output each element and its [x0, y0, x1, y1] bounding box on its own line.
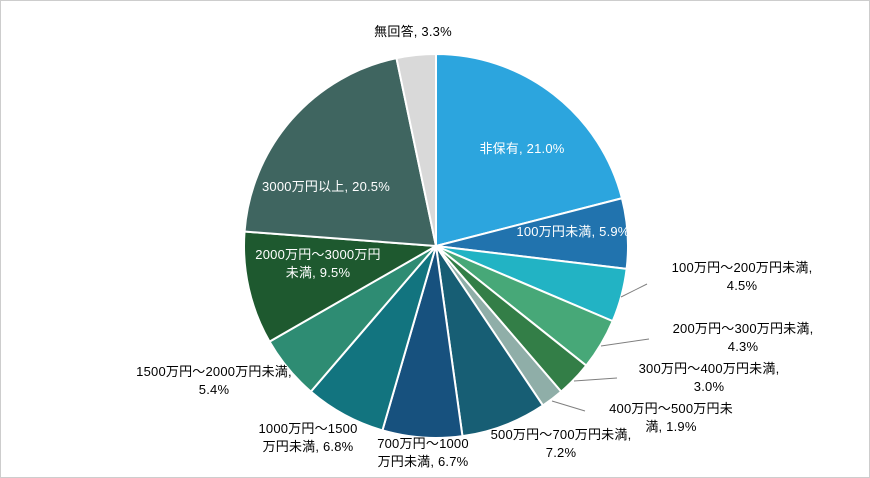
label-leader-line-4	[573, 377, 618, 382]
label-leader-line-5	[551, 400, 586, 412]
label-leader-line-3	[600, 338, 650, 347]
label-leader-line-2	[620, 283, 648, 298]
pie-slice-11	[243, 57, 437, 247]
pie-slice-12	[395, 53, 437, 247]
pie-slice-0	[435, 53, 623, 247]
pie-slice-10	[243, 230, 437, 343]
